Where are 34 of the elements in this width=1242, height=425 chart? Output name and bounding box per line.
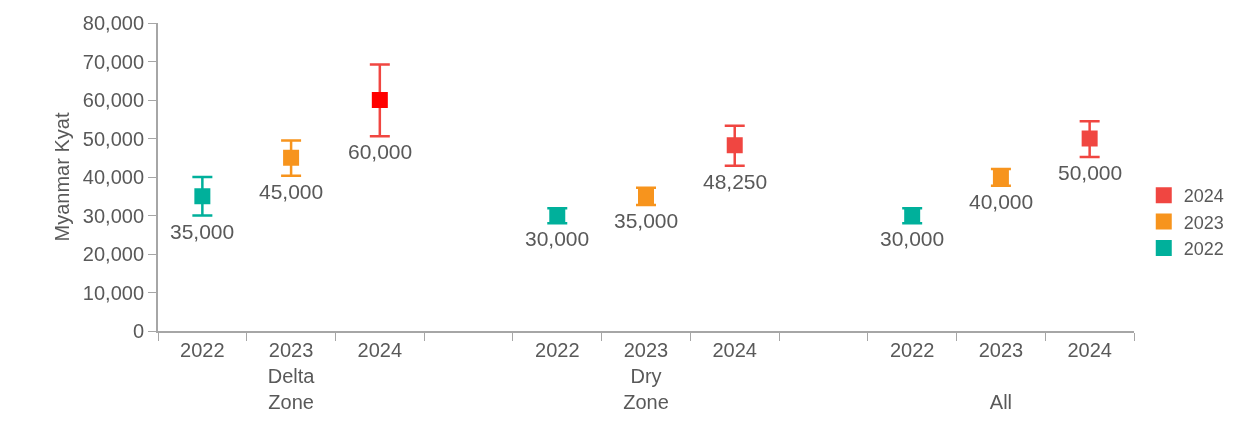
data-label: 45,000 (259, 180, 324, 203)
y-tick-label: 50,000 (82, 127, 144, 150)
data-label: 30,000 (525, 227, 590, 250)
data-label: 30,000 (880, 227, 945, 250)
x-tick-label: 2022 (889, 339, 935, 361)
point (1081, 130, 1098, 147)
x-tick-label: 2022 (180, 339, 225, 361)
y-tick-label: 80,000 (82, 12, 144, 34)
data-label: 40,000 (969, 190, 1034, 213)
category-label: 2023 All (978, 339, 1024, 413)
point (371, 92, 388, 108)
x-tick-label: 2022 (535, 339, 580, 361)
data-label: 60,000 (348, 140, 413, 163)
legend-label: 2024 (1183, 186, 1224, 207)
x-tick-label: 2024 (357, 339, 403, 361)
x-tick-label: 2023 Delta Zone (267, 339, 316, 413)
y-tick-label: 20,000 (82, 243, 144, 265)
legend-label: 2023 (1183, 212, 1224, 233)
y-tick-label: 60,000 (82, 89, 144, 111)
y-tick-label: 10,000 (82, 281, 144, 304)
data-label: 35,000 (614, 209, 679, 232)
y-axis-title: Myanmar Kyat (50, 112, 73, 242)
y-tick-label: 70,000 (82, 50, 144, 73)
point (726, 137, 743, 154)
data-label: 35,000 (170, 220, 235, 243)
legend-label: 2022 (1183, 239, 1224, 260)
data-label: 48,250 (703, 170, 768, 193)
x-tick-label: 2023 Dry Zone (623, 339, 669, 413)
y-tick-label: 30,000 (82, 204, 144, 227)
data-label: 50,000 (1058, 161, 1123, 184)
y-tick-label: 0 (132, 320, 144, 342)
y-tick-label: 40,000 (82, 166, 144, 188)
x-tick-label: 2024 (1067, 339, 1112, 361)
x-tick-label: 2024 (712, 339, 757, 361)
